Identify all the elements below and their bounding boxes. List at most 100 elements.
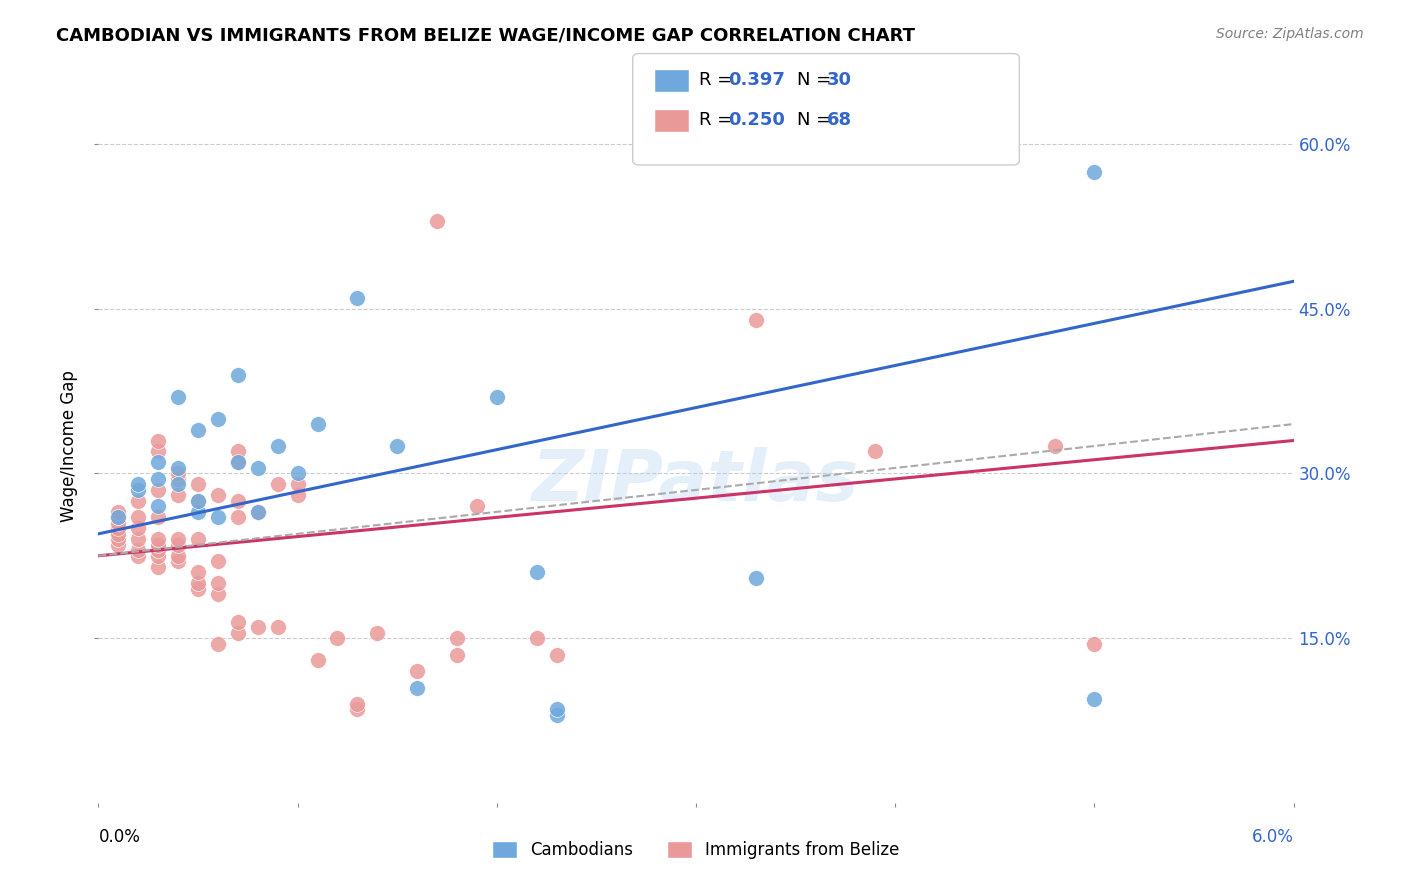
Point <box>406 681 429 695</box>
Text: 30: 30 <box>827 71 852 89</box>
Legend: Cambodians, Immigrants from Belize: Cambodians, Immigrants from Belize <box>485 834 907 866</box>
Point <box>326 631 349 645</box>
Point <box>406 664 429 678</box>
Point <box>226 455 249 469</box>
Point <box>207 576 229 591</box>
Point <box>745 312 768 326</box>
Point <box>546 648 568 662</box>
Point <box>287 477 309 491</box>
Point <box>187 477 209 491</box>
Point <box>446 631 468 645</box>
Point <box>107 516 129 530</box>
Point <box>107 521 129 535</box>
Point <box>167 549 190 563</box>
Point <box>207 637 229 651</box>
Point <box>546 702 568 716</box>
Point <box>226 455 249 469</box>
Point <box>267 439 290 453</box>
Point <box>187 494 209 508</box>
Point <box>346 702 368 716</box>
Point <box>127 533 149 547</box>
Point <box>127 521 149 535</box>
Point <box>1083 164 1105 178</box>
Point <box>127 543 149 558</box>
Point <box>546 708 568 723</box>
Point <box>526 631 548 645</box>
Point <box>187 533 209 547</box>
Point <box>127 549 149 563</box>
Point <box>307 653 329 667</box>
Point <box>167 477 190 491</box>
Point <box>1083 637 1105 651</box>
Point <box>287 488 309 502</box>
Point <box>207 510 229 524</box>
Point <box>167 390 190 404</box>
Point <box>187 576 209 591</box>
Text: R =: R = <box>699 71 738 89</box>
Point <box>167 533 190 547</box>
Point <box>107 510 129 524</box>
Point <box>267 477 290 491</box>
Point <box>346 291 368 305</box>
Point <box>307 417 329 431</box>
Point <box>167 461 190 475</box>
Point <box>226 615 249 629</box>
Text: N =: N = <box>797 112 837 129</box>
Point <box>1043 439 1066 453</box>
Point <box>246 461 269 475</box>
Point <box>127 477 149 491</box>
Point <box>127 510 149 524</box>
Y-axis label: Wage/Income Gap: Wage/Income Gap <box>60 370 79 522</box>
Point <box>187 566 209 580</box>
Text: CAMBODIAN VS IMMIGRANTS FROM BELIZE WAGE/INCOME GAP CORRELATION CHART: CAMBODIAN VS IMMIGRANTS FROM BELIZE WAGE… <box>56 27 915 45</box>
Point <box>187 423 209 437</box>
Point <box>148 472 170 486</box>
Text: 68: 68 <box>827 112 852 129</box>
Point <box>148 434 170 448</box>
Point <box>167 467 190 481</box>
Point <box>167 538 190 552</box>
Point <box>287 467 309 481</box>
Point <box>485 390 508 404</box>
Text: R =: R = <box>699 112 738 129</box>
Point <box>207 587 229 601</box>
Point <box>107 533 129 547</box>
Point <box>187 494 209 508</box>
Text: 0.397: 0.397 <box>728 71 785 89</box>
Point <box>366 625 388 640</box>
Point <box>526 566 548 580</box>
Point <box>148 538 170 552</box>
Point <box>187 582 209 596</box>
Point <box>127 483 149 497</box>
Text: N =: N = <box>797 71 837 89</box>
Point <box>246 620 269 634</box>
Point <box>226 494 249 508</box>
Point <box>865 444 887 458</box>
Point <box>148 510 170 524</box>
Point <box>465 500 488 514</box>
Point <box>267 620 290 634</box>
Point <box>107 510 129 524</box>
Point <box>148 533 170 547</box>
Point <box>226 444 249 458</box>
Point <box>226 368 249 382</box>
Point <box>167 554 190 568</box>
Point <box>187 505 209 519</box>
Text: ZIPatlas: ZIPatlas <box>533 447 859 516</box>
Point <box>246 505 269 519</box>
Point <box>148 559 170 574</box>
Text: 6.0%: 6.0% <box>1251 828 1294 846</box>
Point <box>207 488 229 502</box>
Point <box>167 488 190 502</box>
Point <box>107 538 129 552</box>
Point <box>207 411 229 425</box>
Point <box>246 505 269 519</box>
Point <box>107 526 129 541</box>
Point <box>167 472 190 486</box>
Point <box>148 483 170 497</box>
Point <box>226 625 249 640</box>
Text: Source: ZipAtlas.com: Source: ZipAtlas.com <box>1216 27 1364 41</box>
Point <box>148 543 170 558</box>
Text: 0.0%: 0.0% <box>98 828 141 846</box>
Point <box>1083 691 1105 706</box>
